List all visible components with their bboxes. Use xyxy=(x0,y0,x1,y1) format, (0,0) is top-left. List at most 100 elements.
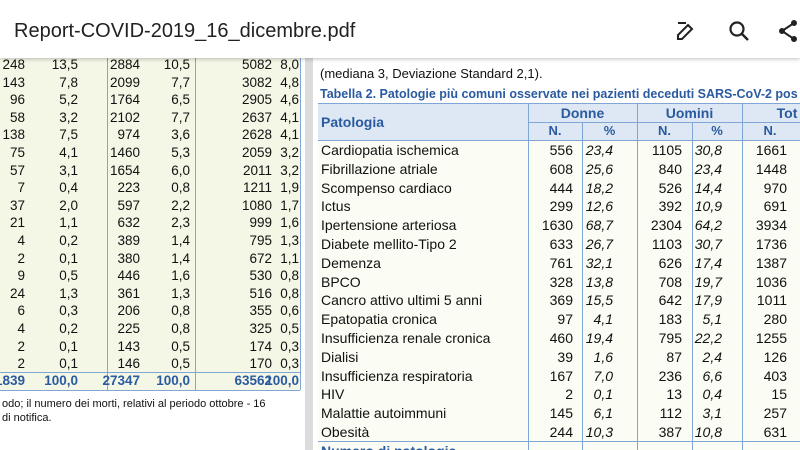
column-rule xyxy=(637,103,638,450)
table-cell: 13,8 xyxy=(585,273,613,290)
table-cell: 631 xyxy=(763,424,787,440)
table-cell: 2,3 xyxy=(171,215,190,231)
table-cell: 145 xyxy=(549,405,573,422)
table-cell: 444 xyxy=(549,179,573,196)
table-cell: 369 xyxy=(549,292,573,309)
table-cell: 64,2 xyxy=(694,217,722,234)
table-cell: 1,6 xyxy=(171,268,190,284)
table-cell: 1,3 xyxy=(171,285,190,301)
table-cell: 626 xyxy=(658,254,682,271)
table-cell: 1211 xyxy=(242,180,272,196)
table-cell: 7,7 xyxy=(171,74,190,90)
table-cell: 5,2 xyxy=(59,92,78,108)
table-cell: 3,2 xyxy=(59,109,78,125)
table-cell: 530 xyxy=(249,268,272,284)
table-cell: 4,1 xyxy=(59,145,78,160)
table-cell: 12,6 xyxy=(585,198,613,215)
table-cell: 10,3 xyxy=(585,424,613,440)
edit-button[interactable] xyxy=(674,19,698,43)
table-cell: 146 xyxy=(117,356,140,372)
table-cell: 1661 xyxy=(755,142,787,158)
table-cell: 248 xyxy=(2,57,25,72)
sub-header: N. xyxy=(658,123,671,138)
group-header: Donne xyxy=(560,105,605,121)
table-cell: 1103 xyxy=(651,236,682,252)
total-cell: 1839 xyxy=(0,373,25,388)
table-cell: 1,3 xyxy=(280,233,299,248)
table-cell: 26,7 xyxy=(585,236,613,252)
total-cell: 100,0 xyxy=(44,373,78,388)
total-rule xyxy=(0,372,300,373)
table-cell: 325 xyxy=(249,321,272,336)
table-cell: 380 xyxy=(117,250,140,266)
table-cell: 1,6 xyxy=(280,215,299,231)
row-label: Insufficienza renale cronica xyxy=(321,330,491,346)
table-cell: 4,6 xyxy=(280,92,299,108)
table-cell: 0,5 xyxy=(59,268,78,284)
row-label: Dialisi xyxy=(321,348,359,365)
table-cell: 24 xyxy=(9,285,25,301)
table-cell: 1255 xyxy=(755,330,787,346)
table-cell: 257 xyxy=(763,405,787,422)
table-cell: 0,8 xyxy=(171,321,190,336)
table-cell: 1,3 xyxy=(59,285,78,301)
table-cell: 1736 xyxy=(755,236,787,252)
table-caption: Tabella 2. Patologie più comuni osservat… xyxy=(320,87,798,101)
table-cell: 1,6 xyxy=(593,348,613,365)
sub-header: N. xyxy=(548,123,562,138)
table-cell: 23,4 xyxy=(585,142,613,158)
search-button[interactable] xyxy=(727,19,751,43)
table-cell: 6,5 xyxy=(171,92,190,108)
table-cell: 1654 xyxy=(109,162,140,178)
table-cell: 0,8 xyxy=(171,303,190,319)
row-label: Malattie autoimmuni xyxy=(321,405,447,422)
table-cell: 6 xyxy=(17,303,25,319)
table-cell: 206 xyxy=(117,303,140,319)
table-cell: 14,4 xyxy=(694,179,722,196)
table-cell: 556 xyxy=(549,142,573,158)
table-cell: 9 xyxy=(17,268,25,284)
row-label: Cardiopatia ischemica xyxy=(321,142,459,158)
table-cell: 1,1 xyxy=(280,250,299,266)
table-cell: 4 xyxy=(17,321,25,336)
table-cell: 2 xyxy=(17,356,25,372)
row-label: Ipertensione arteriosa xyxy=(321,217,457,234)
row-label: Scompenso cardiaco xyxy=(321,179,452,196)
table-cell: 143 xyxy=(117,338,140,354)
table-cell: 0,8 xyxy=(171,180,190,196)
table-cell: 608 xyxy=(549,160,573,177)
table-cell: 30,7 xyxy=(694,236,722,252)
row-rule xyxy=(318,103,800,104)
table-cell: 4,1 xyxy=(280,127,299,143)
table-cell: 1,1 xyxy=(59,215,78,231)
row-label: Diabete mellito-Tipo 2 xyxy=(321,236,457,252)
table-cell: 244 xyxy=(549,424,573,440)
table-cell: 22,2 xyxy=(694,330,722,346)
total-cell: 63562 xyxy=(234,373,272,388)
intro-text: (mediana 3, Deviazione Standard 2,1). xyxy=(320,66,543,81)
table-cell: 7,8 xyxy=(59,74,78,90)
row-rule xyxy=(528,122,800,123)
table-cell: 30,8 xyxy=(694,142,722,158)
table-cell: 8,0 xyxy=(280,57,299,72)
row-label: BPCO xyxy=(321,273,361,290)
total-cell: 100,0 xyxy=(156,373,190,388)
table-cell: 0,2 xyxy=(59,321,78,336)
table-cell: 18,2 xyxy=(585,179,613,196)
table-cell: 7,7 xyxy=(171,109,190,125)
table-cell: 355 xyxy=(249,303,272,319)
table-cell: 57 xyxy=(9,162,25,178)
row-label: Insufficienza respiratoria xyxy=(321,367,473,384)
table-cell: 1105 xyxy=(651,142,682,158)
table-cell: 126 xyxy=(763,348,787,365)
table-cell: 5,1 xyxy=(702,311,722,328)
table-cell: 1080 xyxy=(241,197,272,213)
table-cell: 4,1 xyxy=(593,311,613,328)
table-cell: 0,1 xyxy=(59,356,78,372)
footer-label: Numero di patologie xyxy=(321,444,456,450)
table-cell: 2304 xyxy=(650,217,682,234)
table-cell: 183 xyxy=(658,311,682,328)
table-cell: 3934 xyxy=(755,217,787,234)
share-button[interactable] xyxy=(776,18,800,44)
